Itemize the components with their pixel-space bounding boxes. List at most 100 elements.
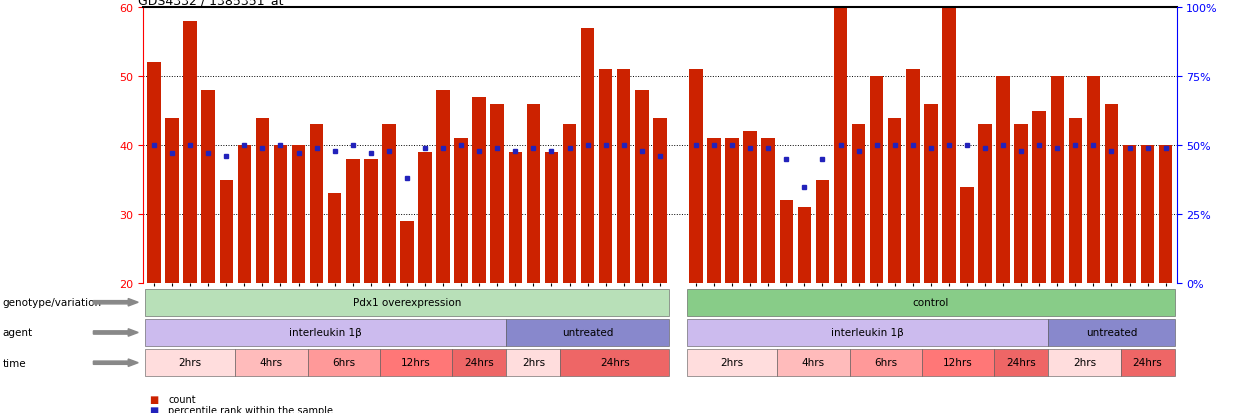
Bar [599,70,613,283]
Bar [1068,118,1082,283]
Bar [834,0,848,283]
Bar [798,208,812,283]
Bar [1140,146,1154,283]
Bar [255,118,269,283]
Bar [635,91,649,283]
Bar [308,349,380,376]
Bar [852,125,865,283]
Bar [544,153,558,283]
Bar [219,180,233,283]
Bar [924,104,937,283]
Bar [1123,146,1137,283]
Bar [380,349,452,376]
Bar [346,159,360,283]
Bar [777,349,849,376]
Bar [144,349,235,376]
Bar [327,194,341,283]
Bar [1015,125,1028,283]
Bar [960,187,974,283]
Bar [202,91,215,283]
Bar [581,29,594,283]
Bar [364,159,377,283]
Bar [687,289,1175,316]
Bar [291,146,305,283]
Bar [491,104,504,283]
Text: 24hrs: 24hrs [464,357,494,367]
Bar [1051,77,1064,283]
Text: 24hrs: 24hrs [600,357,630,367]
Bar [560,349,669,376]
Bar [382,125,396,283]
Bar [906,70,920,283]
Bar [942,0,956,283]
Bar [618,70,630,283]
Text: time: time [2,358,26,368]
Text: 12hrs: 12hrs [401,357,431,367]
Text: 2hrs: 2hrs [721,357,743,367]
Text: untreated: untreated [1086,327,1137,337]
Bar [454,139,468,283]
Text: 2hrs: 2hrs [178,357,202,367]
Text: percentile rank within the sample: percentile rank within the sample [168,405,334,413]
Text: GDS4332 / 1385351_at: GDS4332 / 1385351_at [138,0,284,7]
Bar [147,63,161,283]
Text: 12hrs: 12hrs [942,357,972,367]
Text: untreated: untreated [561,327,614,337]
Bar [452,349,507,376]
Bar [400,221,413,283]
Text: genotype/variation: genotype/variation [2,297,102,308]
Bar [507,319,669,346]
Text: 4hrs: 4hrs [802,357,825,367]
Bar [1104,104,1118,283]
Bar [563,125,576,283]
Bar [1087,77,1101,283]
Bar [1120,349,1175,376]
Bar [527,104,540,283]
Bar [507,349,560,376]
Bar [1159,146,1173,283]
Bar [418,153,432,283]
Text: ■: ■ [149,394,158,404]
Text: interleukin 1β: interleukin 1β [832,327,904,337]
Bar [707,139,721,283]
Bar [870,77,884,283]
Bar [743,132,757,283]
Bar [1048,319,1175,346]
Text: agent: agent [2,328,32,338]
Bar [994,349,1048,376]
Text: 2hrs: 2hrs [1073,357,1096,367]
Bar [436,91,449,283]
Bar [183,22,197,283]
Bar [166,118,179,283]
Text: 24hrs: 24hrs [1006,357,1036,367]
Bar [1032,112,1046,283]
Bar [144,289,669,316]
Text: control: control [913,297,949,307]
Bar [979,125,992,283]
Text: count: count [168,394,195,404]
Bar [690,70,702,283]
Text: 6hrs: 6hrs [874,357,898,367]
Text: 2hrs: 2hrs [522,357,545,367]
Bar [762,139,776,283]
Bar [687,319,1048,346]
Text: Pdx1 overexpression: Pdx1 overexpression [352,297,461,307]
Bar [687,349,777,376]
Bar [654,118,666,283]
Bar [310,125,324,283]
Bar [472,97,486,283]
Text: 4hrs: 4hrs [260,357,283,367]
Bar [274,146,288,283]
Bar [508,153,522,283]
Bar [1048,349,1120,376]
Text: 6hrs: 6hrs [332,357,355,367]
Bar [238,146,251,283]
Bar [996,77,1010,283]
Bar [921,349,994,376]
Bar [815,180,829,283]
Text: ■: ■ [149,405,158,413]
Bar [779,201,793,283]
Text: 24hrs: 24hrs [1133,357,1163,367]
Bar [888,118,901,283]
Text: interleukin 1β: interleukin 1β [289,327,362,337]
